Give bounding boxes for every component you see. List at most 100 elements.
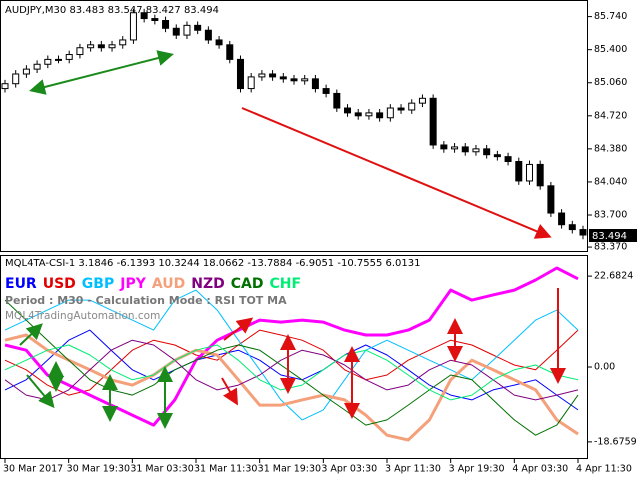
candle-body [258, 73, 266, 78]
y-tick-label: 83.370 [594, 242, 627, 253]
candle-body [333, 92, 341, 109]
x-tick-label: 3 Apr 03:30 [321, 464, 377, 475]
x-tick-label: 31 Mar 03:30 [130, 464, 193, 475]
candle-body [418, 97, 426, 104]
legend-entry: GBP [82, 276, 114, 292]
x-tick-label: 3 Apr 11:30 [385, 464, 441, 475]
candle-body [151, 18, 159, 22]
x-tick-label: 31 Mar 19:30 [258, 464, 321, 475]
candle-body [536, 163, 544, 187]
candle-body [515, 161, 523, 182]
arrow [29, 50, 174, 95]
x-tick-label: 3 Apr 19:30 [449, 464, 505, 475]
watermark: MQL4TradingAutomation.com [5, 310, 160, 322]
candle-body [472, 148, 480, 153]
candle-body [354, 112, 362, 117]
x-tick-label: 31 Mar 11:30 [194, 464, 257, 475]
candle-body [12, 73, 20, 85]
y-tick-label: 84.040 [594, 176, 627, 187]
candle-body [525, 163, 533, 182]
candle-body [322, 88, 330, 94]
candle-body [279, 76, 287, 80]
candle-body [386, 107, 394, 119]
current-price: 83.494 [592, 231, 627, 242]
arrow [19, 323, 43, 346]
candle-body [140, 12, 148, 20]
y-tick-label: 85.060 [594, 77, 627, 88]
price-panel [0, 0, 588, 252]
candle-body [108, 44, 116, 49]
y-tick-label: 84.720 [594, 110, 627, 121]
candle-body [215, 39, 223, 46]
arrow [241, 107, 552, 239]
candle-body [44, 58, 52, 65]
x-tick-label: 30 Mar 2017 [3, 464, 63, 475]
candle-body [236, 58, 244, 90]
candle-body [311, 78, 319, 90]
series-line [4, 289, 579, 421]
candle-body [226, 44, 234, 60]
y-tick-label: 85.400 [594, 44, 627, 55]
candle-body [451, 146, 459, 150]
candle-body [408, 102, 416, 111]
candle-body [183, 24, 191, 36]
candle-body [76, 47, 84, 56]
y-tick-label: 84.380 [594, 143, 627, 154]
candle-body [22, 68, 30, 75]
indicator-subtitle: Period : M30 - Calculation Mode : RSI TO… [5, 294, 287, 307]
candle-body [344, 107, 352, 114]
y-tick-label: 0.00 [594, 362, 615, 373]
arrow [221, 377, 239, 406]
candle-body [194, 24, 202, 31]
y-tick-label: 83.700 [594, 209, 627, 220]
y-tick-label: 22.6824 [594, 271, 633, 282]
x-tick-label: 4 Apr 11:30 [576, 464, 632, 475]
candle-body [504, 156, 512, 163]
candle-body [568, 224, 576, 231]
candle-body [1, 83, 9, 90]
candle-body [119, 39, 127, 46]
candle-body [461, 146, 469, 153]
candle-body [87, 44, 95, 49]
candle-body [558, 212, 566, 226]
indicator-title: MQL4TA-CSI-1 3.1846 -6.1393 10.3244 18.0… [5, 258, 420, 269]
candle-body [55, 58, 63, 61]
candle-body [365, 112, 373, 117]
annotations [19, 50, 566, 429]
candle-body [204, 29, 212, 41]
candle-body [493, 154, 501, 158]
candle-body [301, 78, 309, 82]
arrow [26, 374, 55, 409]
legend-entry: CHF [269, 276, 301, 292]
price-title: AUDJPY,M30 83.483 83.547 83.427 83.494 [5, 5, 219, 16]
candle-body [290, 78, 298, 82]
candle-body [162, 20, 170, 29]
candle-body [397, 107, 405, 111]
legend-entry: EUR [5, 276, 37, 292]
candle-body [547, 185, 555, 214]
legend-entry: NZD [191, 276, 225, 292]
candle-body [172, 27, 180, 36]
series-line [4, 266, 579, 427]
legend-entry: USD [43, 276, 76, 292]
candle-body [429, 97, 437, 146]
candle-body [376, 112, 384, 119]
candle-body [269, 73, 277, 78]
x-tick-label: 4 Apr 03:30 [512, 464, 568, 475]
legend-entry: CAD [231, 276, 264, 292]
legend-entry: AUD [152, 276, 185, 292]
arrow [223, 317, 254, 341]
candle-body [483, 148, 491, 156]
candle-body [129, 12, 137, 41]
candle-body [97, 44, 105, 49]
candle-body [247, 76, 255, 90]
candle-body [65, 54, 73, 60]
y-tick-label: -18.6759 [594, 436, 637, 447]
price-box [589, 229, 637, 242]
candle-body [579, 229, 587, 236]
legend-entry: JPY [119, 276, 146, 292]
y-tick-label: 85.740 [594, 11, 627, 22]
candle-body [33, 63, 41, 70]
